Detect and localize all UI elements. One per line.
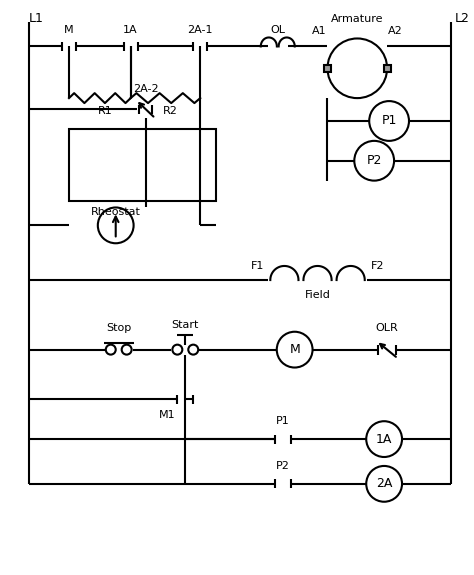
Text: OLR: OLR: [376, 323, 399, 333]
Text: 1A: 1A: [123, 25, 138, 34]
Text: Field: Field: [305, 290, 330, 300]
Circle shape: [328, 39, 387, 98]
Circle shape: [369, 101, 409, 141]
Text: P1: P1: [382, 114, 397, 128]
Text: P2: P2: [276, 461, 290, 471]
Circle shape: [98, 208, 134, 243]
Bar: [383, 65, 391, 72]
Bar: [69, 129, 216, 201]
Circle shape: [188, 344, 198, 355]
Circle shape: [122, 344, 132, 355]
Text: F2: F2: [370, 261, 384, 271]
Text: Armature: Armature: [331, 14, 383, 24]
Text: P2: P2: [366, 154, 382, 167]
Text: OL: OL: [270, 25, 285, 34]
Text: L2: L2: [455, 12, 470, 25]
Text: A1: A1: [312, 25, 327, 36]
Text: 1A: 1A: [376, 432, 392, 446]
Text: 2A: 2A: [376, 477, 392, 490]
Circle shape: [354, 141, 394, 181]
Bar: [324, 65, 331, 72]
Text: M1: M1: [159, 410, 176, 420]
Text: Rheostat: Rheostat: [91, 208, 141, 217]
Text: A2: A2: [388, 25, 402, 36]
Text: F1: F1: [251, 261, 264, 271]
Text: Start: Start: [172, 320, 199, 330]
Text: P1: P1: [276, 416, 290, 426]
Text: 2A-1: 2A-1: [187, 25, 213, 34]
Text: R2: R2: [163, 106, 178, 116]
Text: 2A-2: 2A-2: [133, 84, 158, 94]
Text: L1: L1: [29, 12, 44, 25]
Text: M: M: [64, 25, 74, 34]
Circle shape: [366, 421, 402, 457]
Circle shape: [366, 466, 402, 502]
Text: M: M: [289, 343, 300, 356]
Circle shape: [277, 332, 312, 367]
Text: R1: R1: [97, 106, 112, 116]
Circle shape: [173, 344, 182, 355]
Text: Stop: Stop: [106, 323, 131, 333]
Circle shape: [106, 344, 116, 355]
